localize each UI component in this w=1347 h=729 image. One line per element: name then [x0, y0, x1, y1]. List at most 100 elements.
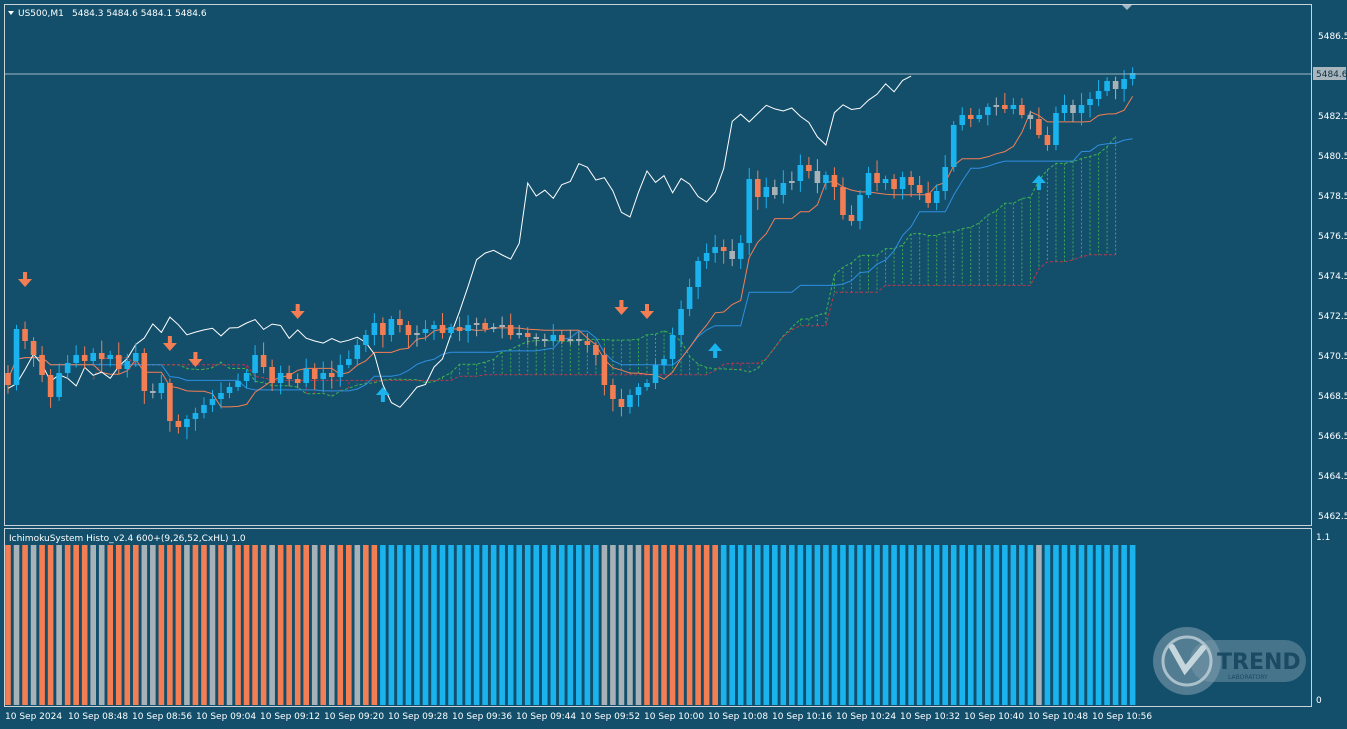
candle: [184, 415, 190, 440]
histogram-bar: [5, 545, 11, 705]
candle-body: [405, 325, 412, 335]
candle: [627, 389, 633, 414]
histogram-bar: [857, 545, 863, 705]
histogram-bar: [524, 545, 531, 705]
candle-body: [857, 195, 863, 221]
candle-body: [916, 185, 923, 193]
histogram-bar: [567, 545, 574, 705]
logo-text: TREND: [1217, 650, 1301, 675]
histogram-bar: [593, 545, 599, 705]
time-label: 10 Sep 09:52: [580, 712, 640, 722]
candle-body: [814, 171, 821, 183]
candle-body: [1002, 105, 1008, 109]
candle: [218, 382, 224, 409]
candle: [13, 324, 20, 391]
candle-body: [363, 335, 369, 345]
histogram-bar: [30, 545, 37, 705]
candle-body: [720, 247, 727, 251]
candle: [933, 184, 940, 211]
candle: [1027, 110, 1034, 130]
histogram-bar: [167, 545, 173, 705]
candle-body: [320, 373, 327, 379]
candle: [661, 355, 667, 375]
candle-body: [1036, 119, 1042, 135]
candle-body: [746, 179, 753, 243]
candle-body: [311, 369, 318, 379]
candle: [286, 365, 292, 387]
histogram-bar: [107, 545, 114, 705]
candle-body: [1061, 105, 1068, 113]
chart-shift-triangle-icon[interactable]: [1122, 5, 1132, 10]
candle-body: [610, 385, 616, 399]
candle-body: [993, 105, 1000, 107]
candle: [141, 348, 148, 404]
time-label: 10 Sep 10:24: [836, 712, 896, 722]
histogram-bar: [414, 545, 420, 705]
histogram-bar: [56, 545, 62, 705]
candle-body: [388, 319, 395, 335]
histogram-bar: [908, 545, 914, 705]
candle-body: [959, 115, 966, 125]
histogram-bar: [1002, 545, 1008, 705]
histogram-bar: [1036, 545, 1042, 705]
candle: [635, 383, 642, 407]
candle-body: [209, 399, 216, 405]
histogram-bar: [328, 545, 335, 705]
candle: [115, 342, 122, 374]
candle-body: [499, 325, 505, 327]
buy-arrow-icon: [375, 387, 390, 402]
candle-body: [678, 309, 684, 335]
histogram-bar: [1044, 545, 1051, 705]
candle: [5, 365, 11, 394]
candle: [414, 325, 420, 347]
histogram-bar: [610, 545, 616, 705]
histogram-bar: [712, 545, 718, 705]
candle: [397, 310, 403, 333]
histogram-bar: [874, 545, 880, 705]
histogram-bar: [64, 545, 71, 705]
candle: [107, 350, 114, 367]
candle-body: [780, 183, 787, 195]
histogram-bar: [337, 545, 344, 705]
price-tick: 5486.5: [1318, 32, 1347, 42]
candle: [252, 345, 258, 383]
candle: [448, 323, 454, 338]
time-label: 10 Sep 09:12: [260, 712, 320, 722]
candle-body: [1095, 91, 1102, 99]
candle-body: [1027, 115, 1034, 119]
histogram-bar: [1104, 545, 1110, 705]
histogram-bar: [286, 545, 292, 705]
candle-body: [669, 335, 676, 359]
candle-body: [337, 365, 344, 377]
histogram-bar: [252, 545, 258, 705]
price-tick: 5480.5: [1318, 152, 1347, 162]
candle: [593, 341, 599, 366]
candle-body: [1112, 81, 1119, 89]
histogram-bar: [1095, 545, 1102, 705]
candle-body: [107, 355, 114, 359]
candle-body: [133, 353, 139, 361]
histogram-bar: [763, 545, 770, 705]
candle-body: [150, 391, 156, 393]
time-axis[interactable]: 10 Sep 2024 10 Sep 08:48 10 Sep 08:56 10…: [5, 712, 1152, 722]
candle: [559, 330, 565, 345]
symbol-menu-triangle-icon[interactable]: [8, 11, 14, 15]
candle-body: [695, 261, 701, 287]
candle-body: [737, 243, 744, 259]
candle-body: [635, 387, 642, 395]
candle: [456, 316, 463, 341]
candle: [371, 313, 378, 346]
candle-body: [925, 193, 931, 203]
candle: [576, 331, 582, 346]
histogram-bar: [1019, 545, 1025, 705]
candle: [90, 348, 96, 365]
indicator-axis[interactable]: 1.1 0: [1316, 533, 1330, 706]
indicator-histogram: [5, 545, 1136, 705]
candle-body: [158, 383, 165, 393]
candle-body: [201, 405, 207, 413]
price-axis[interactable]: 5486.5 5484.6 5482.5 5480.5 5478.5 5476.…: [1313, 32, 1347, 522]
current-price-tag: [1313, 67, 1346, 80]
candle: [354, 338, 361, 366]
